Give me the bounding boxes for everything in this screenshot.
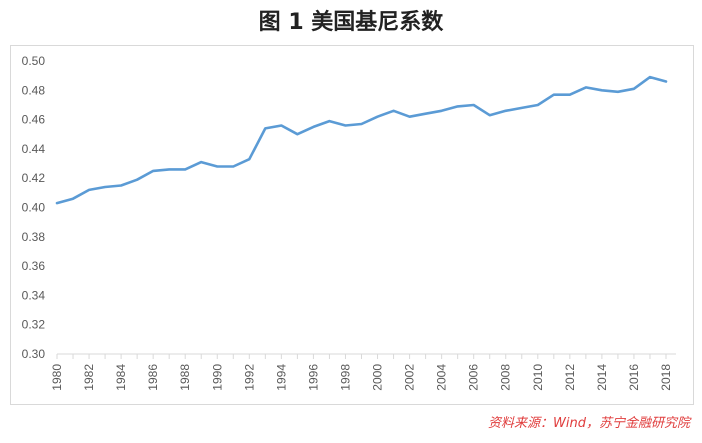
chart-frame (10, 45, 694, 405)
y-tick-label: 0.48 (22, 83, 46, 97)
x-tick-label: 1990 (210, 364, 224, 391)
x-tick-label: 1992 (242, 364, 256, 391)
x-tick-label: 2006 (467, 364, 481, 391)
x-tick-label: 2000 (371, 364, 385, 391)
x-tick-label: 2010 (531, 364, 545, 391)
y-tick-label: 0.40 (22, 201, 46, 215)
x-tick-label: 1996 (306, 364, 320, 391)
y-tick-label: 0.34 (22, 288, 46, 302)
y-tick-label: 0.38 (22, 230, 46, 244)
x-tick-label: 2016 (627, 364, 641, 391)
gini-line-chart: 0.30 0.32 0.34 0.36 0.38 0.40 0.42 0.44 0.46 0.48… (22, 54, 676, 391)
x-tick-label: 2018 (659, 364, 673, 391)
x-tick-label: 1980 (50, 364, 64, 391)
gini-series-line (55, 75, 668, 205)
x-tick-label: 1984 (114, 364, 128, 391)
x-tick-label: 1998 (338, 364, 352, 391)
x-tick-label: 2002 (403, 364, 417, 391)
y-tick-label: 0.44 (22, 142, 46, 156)
x-tick-label: 1994 (274, 364, 288, 391)
x-tick-label: 2004 (435, 364, 449, 391)
x-tick-label: 2012 (563, 364, 577, 391)
source-note: 资料来源：Wind，苏宁金融研究院 (488, 416, 690, 431)
y-tick-label: 0.32 (22, 318, 46, 332)
x-tick-label: 2014 (595, 364, 609, 391)
x-tick-label: 1988 (178, 364, 192, 391)
x-tick-label: 2008 (499, 364, 513, 391)
y-tick-label: 0.50 (22, 54, 46, 68)
y-tick-label: 0.36 (22, 259, 46, 273)
y-tick-label: 0.42 (22, 171, 46, 185)
chart-title: 图 1 美国基尼系数 (258, 10, 444, 35)
x-tick-label: 1986 (146, 364, 160, 391)
y-tick-label: 0.30 (22, 347, 46, 361)
x-tick-label: 1982 (82, 364, 96, 391)
y-tick-label: 0.46 (22, 113, 46, 127)
